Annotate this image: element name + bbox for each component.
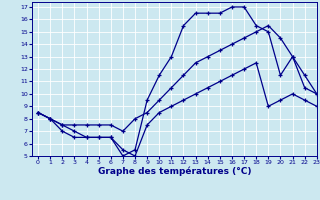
- X-axis label: Graphe des températures (°C): Graphe des températures (°C): [98, 167, 251, 176]
